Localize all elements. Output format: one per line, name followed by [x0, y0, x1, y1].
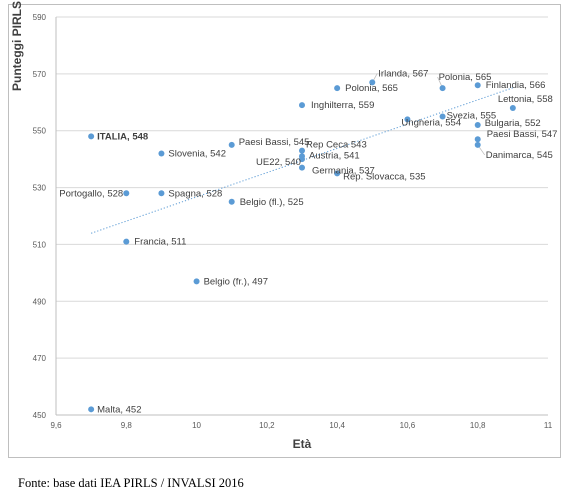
point-label: Inghilterra, 559: [311, 100, 374, 111]
point-label: Danimarca, 545: [486, 150, 553, 161]
y-tick-label: 590: [33, 13, 47, 22]
point-label: Bulgaria, 552: [485, 118, 541, 129]
data-point: [299, 102, 305, 109]
data-point: [228, 141, 235, 148]
data-point: [299, 147, 305, 154]
data-point: [404, 116, 411, 123]
point-label: Paesi Bassi, 545: [239, 137, 310, 148]
point-label: Rep Ceca 543: [306, 140, 367, 151]
data-point: [228, 198, 235, 205]
x-tick-label: 10,8: [470, 421, 486, 430]
y-tick-label: 450: [33, 411, 47, 420]
data-point: [88, 133, 95, 140]
data-point: [369, 79, 376, 86]
point-label: Malta, 452: [97, 404, 141, 415]
x-tick-label: 10,6: [400, 421, 416, 430]
data-point: [299, 156, 305, 163]
data-point: [439, 113, 446, 120]
point-label: Polonia, 565: [345, 83, 398, 94]
point-label: ITALIA, 548: [97, 131, 148, 142]
y-tick-label: 530: [33, 184, 47, 193]
x-tick-label: 10: [192, 421, 201, 430]
y-tick-label: 570: [33, 70, 47, 79]
point-label: Rep. Slovacca, 535: [343, 171, 425, 182]
point-label: Germania, 537: [312, 166, 375, 177]
data-point: [334, 170, 341, 177]
point-label: Ungheria, 554: [401, 117, 461, 128]
data-point: [123, 238, 130, 245]
point-label: Spagna, 528: [168, 188, 222, 199]
data-point: [88, 406, 95, 413]
data-point: [299, 164, 305, 171]
y-axis-title: Punteggi PIRLS: [10, 1, 24, 91]
data-point: [439, 85, 446, 92]
point-label: Finlandia, 566: [486, 80, 546, 91]
point-label: Paesi Bassi, 547: [487, 129, 558, 140]
point-labels: ITALIA, 548 Malta, 452 Portogallo, 528 Fran…: [59, 68, 557, 415]
chart-frame: [8, 4, 561, 458]
data-point: [158, 190, 165, 197]
x-tick-label: 11: [544, 421, 553, 430]
point-label: Portogallo, 528: [59, 188, 123, 199]
point-label: Slovenia, 542: [168, 148, 226, 159]
y-tick-label: 510: [33, 240, 47, 249]
data-point: [123, 190, 130, 197]
data-point: [474, 136, 481, 143]
x-tick-label: 10,2: [259, 421, 275, 430]
data-point: [193, 278, 200, 285]
x-axis-title: Età: [293, 437, 312, 451]
point-label: Belgio (fl.), 525: [240, 197, 304, 208]
trendline: [90, 87, 514, 234]
scatter-chart: 9,6 9,8 10 10,2 10,4 10,6 10,8 11 450 470 490 510 5…: [10, 1, 557, 451]
x-tick-label: 9,8: [121, 421, 133, 430]
point-label: Polonia, 565: [439, 72, 492, 83]
x-tick-label: 9,6: [50, 421, 62, 430]
data-point: [474, 122, 481, 129]
point-label: Irlanda, 567: [378, 68, 428, 79]
point-label: Svezia, 555: [447, 111, 497, 122]
point-label: UE22, 540: [256, 157, 301, 168]
data-point: [334, 85, 341, 92]
data-point: [474, 141, 481, 148]
point-label: Austria, 541: [309, 150, 360, 161]
y-tick-label: 490: [33, 297, 47, 306]
data-points: [88, 79, 516, 413]
point-label: Francia, 511: [134, 237, 186, 248]
point-label: Belgio (fr.), 497: [204, 276, 268, 287]
y-tick-labels: 450 470 490 510 530 550 570 590: [33, 13, 47, 420]
x-tick-labels: 9,6 9,8 10 10,2 10,4 10,6 10,8 11: [50, 421, 552, 430]
x-tick-label: 10,4: [329, 421, 345, 430]
y-tick-label: 550: [33, 127, 47, 136]
data-point: [474, 82, 481, 89]
data-point: [158, 150, 165, 157]
point-label: Lettonia, 558: [498, 94, 553, 105]
y-tick-label: 470: [33, 354, 47, 363]
data-point: [509, 104, 516, 111]
source-note: Fonte: base dati IEA PIRLS / INVALSI 201…: [18, 476, 244, 490]
